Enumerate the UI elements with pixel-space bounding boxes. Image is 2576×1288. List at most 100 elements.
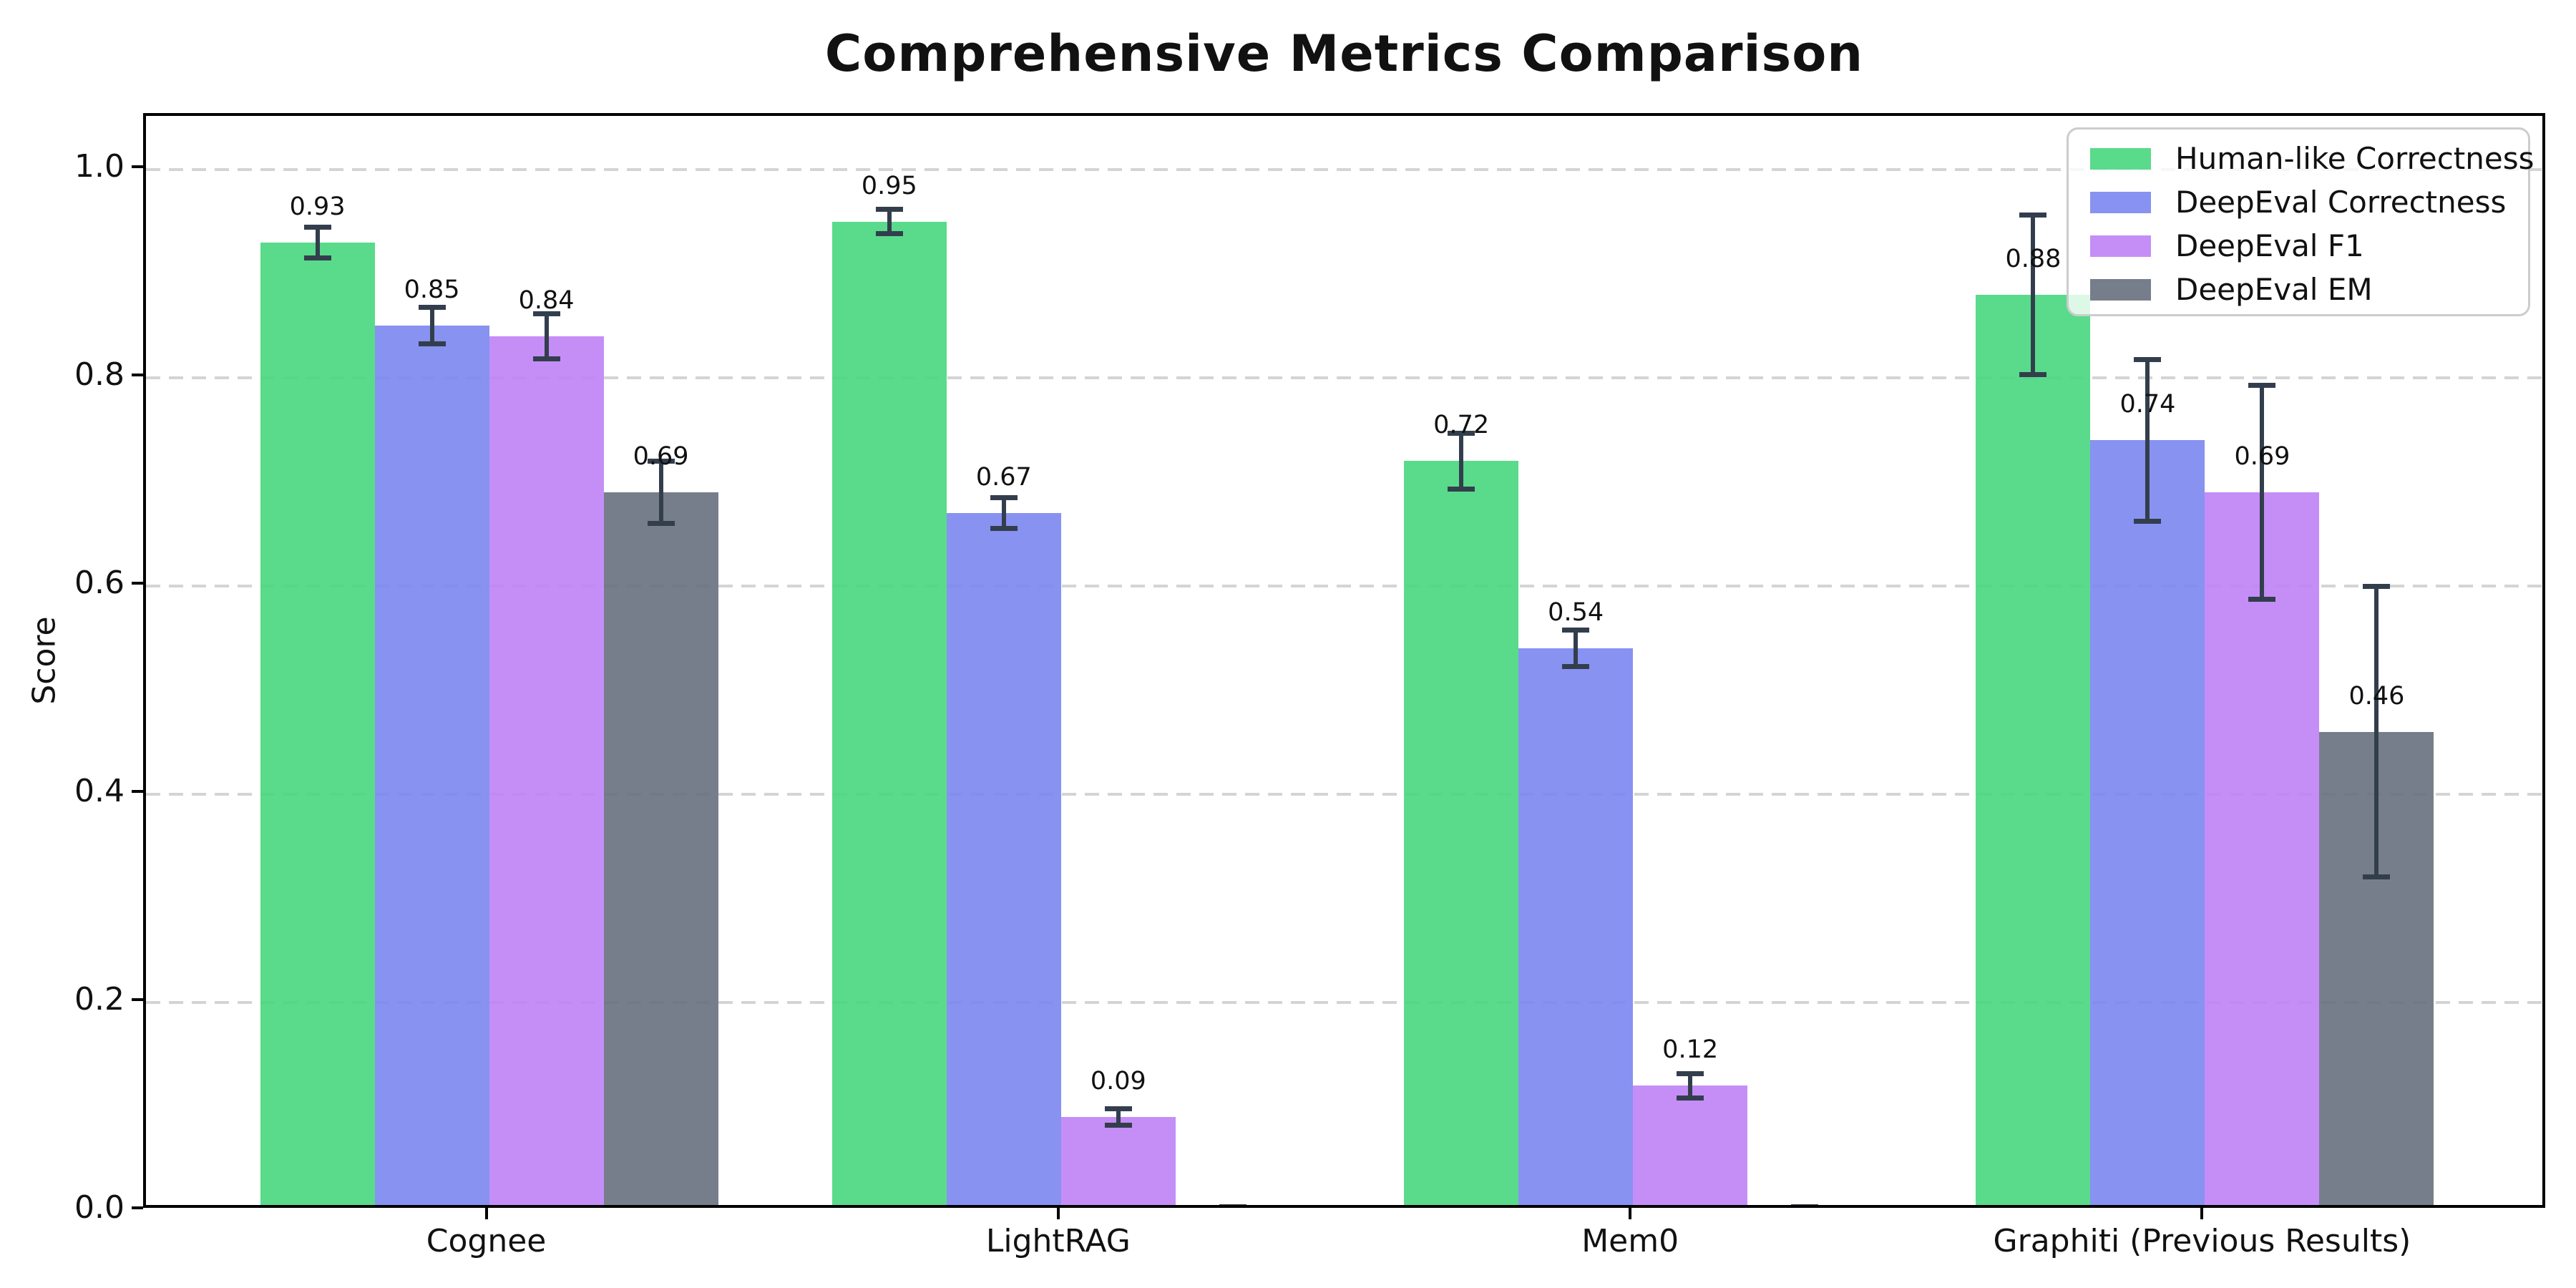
bar — [603, 492, 718, 1205]
error-bar-cap-bottom — [418, 341, 446, 347]
legend-color-swatch — [2090, 278, 2151, 301]
error-bar-line — [544, 313, 549, 359]
bar-value-label: 0.54 — [1548, 598, 1604, 628]
error-bar-cap-top — [1104, 1106, 1132, 1112]
y-axis-tick — [132, 998, 143, 1001]
error-bar-cap-bottom — [1562, 664, 1590, 670]
error-bar-line — [429, 307, 434, 345]
legend-label: DeepEval EM — [2175, 272, 2373, 307]
y-axis-tick — [132, 1206, 143, 1209]
y-axis-tick — [132, 582, 143, 585]
error-bar-line — [1116, 1108, 1121, 1126]
bar — [1976, 294, 2091, 1205]
error-bar-cap-top — [303, 225, 331, 230]
error-bar-cap-bottom — [1677, 1095, 1704, 1101]
y-axis-tick-label: 0.2 — [74, 981, 125, 1018]
bar-value-label: 0.46 — [2348, 681, 2405, 711]
legend-label: DeepEval Correctness — [2175, 185, 2507, 220]
bar-value-label: 0.74 — [2119, 390, 2176, 419]
bar-value-label: 0.88 — [2005, 244, 2062, 273]
bar-value-label: 0.09 — [1090, 1067, 1146, 1096]
error-bar-line — [658, 461, 663, 524]
x-axis-tick — [1056, 1208, 1060, 1219]
error-bar-line — [887, 209, 892, 235]
error-bar-line — [2260, 385, 2265, 600]
x-axis-tick — [1629, 1208, 1632, 1219]
legend-color-swatch — [2090, 147, 2151, 170]
y-axis-tick — [132, 790, 143, 793]
bar-value-label: 0.67 — [975, 463, 1032, 492]
bar — [1518, 648, 1634, 1205]
error-bar-line — [315, 227, 320, 258]
bar — [831, 221, 947, 1205]
legend-color-swatch — [2090, 235, 2151, 257]
bar — [374, 326, 489, 1205]
legend-item: DeepEval F1 — [2090, 224, 2528, 268]
bar-value-label: 0.84 — [518, 286, 575, 315]
error-bar-cap-bottom — [532, 356, 560, 361]
bar-value-label: 0.69 — [633, 442, 689, 472]
bar — [2205, 492, 2320, 1205]
legend-label: DeepEval F1 — [2175, 228, 2364, 263]
error-bar-cap-bottom — [1104, 1122, 1132, 1128]
bar — [489, 336, 604, 1205]
chart-title: Comprehensive Metrics Comparison — [824, 24, 1864, 83]
error-bar-cap-bottom — [2019, 371, 2047, 377]
error-bar-cap-bottom — [303, 255, 331, 260]
gridline — [146, 1001, 2542, 1004]
bar — [946, 513, 1061, 1205]
y-axis-tick-label: 1.0 — [74, 148, 125, 185]
error-bar-cap-top — [418, 305, 446, 311]
error-bar-cap-top — [990, 495, 1018, 501]
bar-value-label: 0.85 — [404, 275, 460, 305]
x-axis-category-label: LightRAG — [985, 1223, 1131, 1259]
gridline — [146, 793, 2542, 796]
error-bar-cap-bottom — [990, 525, 1018, 531]
error-bar-line — [2374, 586, 2379, 878]
gridline — [146, 168, 2542, 171]
error-bar-line — [1574, 630, 1579, 668]
error-bar-cap-top — [875, 207, 903, 213]
error-bar-cap-top — [2134, 356, 2162, 362]
error-bar-cap-bottom — [647, 520, 675, 526]
x-axis-category-label: Graphiti (Previous Results) — [1993, 1223, 2411, 1259]
y-axis-tick-label: 0.8 — [74, 356, 125, 393]
bar — [260, 242, 375, 1205]
error-bar-cap-top — [2248, 383, 2276, 389]
bar-value-label: 0.69 — [2234, 442, 2290, 472]
bar — [2090, 440, 2205, 1205]
gridline — [146, 376, 2542, 379]
error-bar-cap-top — [647, 459, 675, 464]
error-bar-line — [1231, 1206, 1235, 1208]
error-bar-line — [1688, 1073, 1693, 1098]
error-bar-cap-top — [532, 311, 560, 316]
y-axis-label: Score — [26, 616, 63, 705]
y-axis-tick-label: 0.4 — [74, 773, 125, 809]
x-axis-tick — [484, 1208, 488, 1219]
legend-label: Human-like Correctness — [2175, 141, 2534, 176]
bar — [1633, 1085, 1748, 1205]
error-bar-cap-top — [1677, 1070, 1704, 1076]
y-axis-tick — [132, 165, 143, 168]
legend-item: DeepEval Correctness — [2090, 180, 2528, 224]
error-bar-cap-top — [1791, 1204, 1819, 1205]
y-axis-tick — [132, 374, 143, 376]
error-bar-cap-top — [1448, 431, 1475, 436]
x-axis-tick — [2200, 1208, 2204, 1219]
error-bar-line — [1802, 1206, 1807, 1208]
legend-color-swatch — [2090, 191, 2151, 213]
error-bar-cap-bottom — [2363, 874, 2391, 880]
legend-item: DeepEval EM — [2090, 268, 2528, 311]
bar — [1404, 461, 1519, 1205]
error-bar-cap-top — [1562, 628, 1590, 633]
error-bar-cap-top — [1219, 1204, 1246, 1205]
bar-value-label: 0.93 — [289, 192, 346, 221]
bar-value-label: 0.95 — [861, 171, 917, 200]
y-axis-tick-label: 0.6 — [74, 565, 125, 601]
y-axis-tick-label: 0.0 — [74, 1189, 125, 1226]
bar-value-label: 0.72 — [1433, 411, 1490, 440]
gridline — [146, 585, 2542, 587]
error-bar-line — [1459, 433, 1464, 489]
error-bar-line — [2031, 214, 2036, 375]
